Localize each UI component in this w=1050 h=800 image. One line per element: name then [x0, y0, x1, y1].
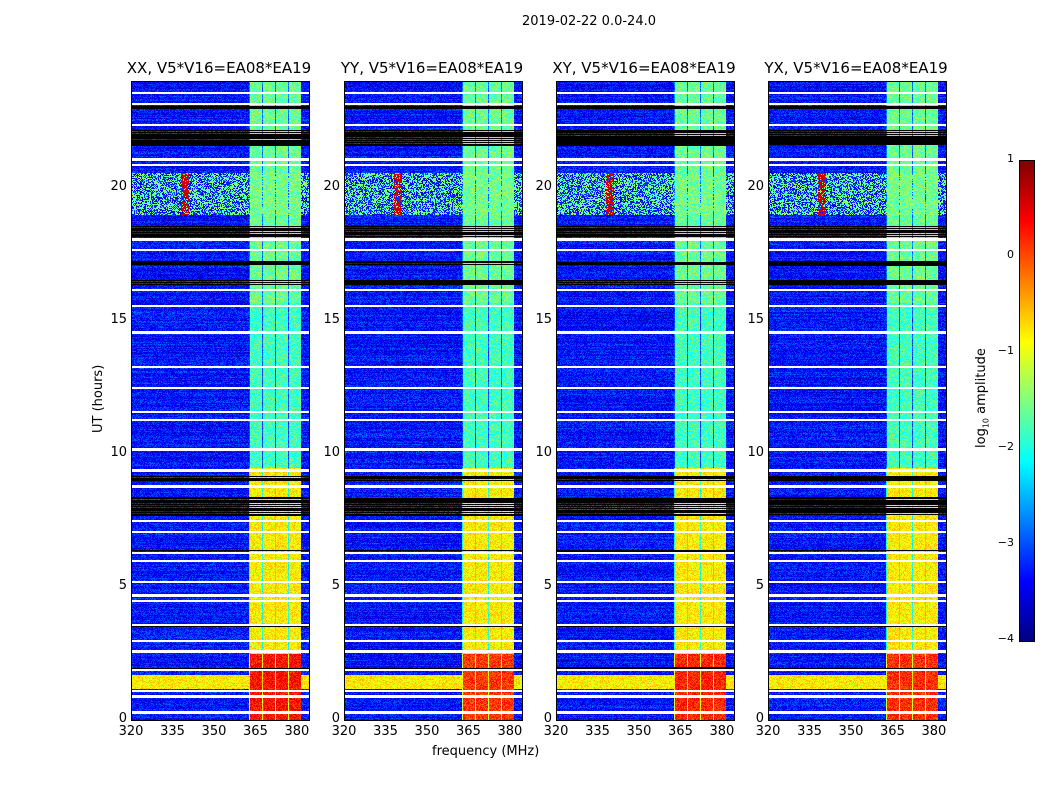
- y-tick-label: 10: [323, 445, 340, 461]
- x-tick-label: 320: [543, 724, 569, 739]
- colorbar-tick-label: −4: [997, 632, 1014, 645]
- panel-title: XX, V5*V16=EA08*EA19: [126, 59, 312, 77]
- y-tick-label: 0: [118, 711, 127, 726]
- heatmap-panel: [131, 81, 310, 721]
- x-axis-label: frequency (MHz): [432, 744, 540, 759]
- colorbar-tick-label: −3: [997, 536, 1014, 549]
- y-tick-label: 15: [535, 312, 552, 328]
- colorbar-label: log10 amplitude: [974, 348, 991, 448]
- x-tick-label: 350: [838, 724, 864, 739]
- y-tick-label: 10: [535, 445, 552, 461]
- x-tick-label: 350: [201, 724, 227, 739]
- x-tick-label: 335: [160, 724, 185, 739]
- y-tick-label: 0: [543, 711, 552, 726]
- heatmap-panel: [556, 81, 735, 721]
- x-tick-label: 335: [797, 724, 822, 739]
- y-tick-label: 5: [755, 578, 764, 594]
- y-tick-label: 5: [331, 578, 340, 594]
- x-tick-label: 320: [755, 724, 781, 739]
- y-axis-label: UT (hours): [91, 364, 106, 433]
- x-tick-label: 335: [585, 724, 610, 739]
- y-tick-label: 20: [110, 179, 127, 195]
- y-tick-label: 20: [535, 179, 552, 195]
- y-tick-label: 20: [323, 179, 340, 195]
- x-tick-label: 350: [414, 724, 440, 739]
- x-tick-label: 365: [668, 724, 693, 739]
- panel-title: XY, V5*V16=EA08*EA19: [552, 59, 736, 77]
- y-tick-label: 0: [331, 711, 340, 726]
- x-tick-label: 365: [456, 724, 481, 739]
- x-tick-label: 320: [118, 724, 144, 739]
- y-tick-label: 0: [755, 711, 764, 726]
- colorbar: [1019, 160, 1035, 642]
- colorbar-tick-label: −1: [997, 344, 1014, 357]
- x-tick-label: 380: [284, 724, 310, 739]
- y-tick-label: 15: [747, 312, 764, 328]
- y-tick-label: 10: [110, 445, 127, 461]
- colorbar-tick-label: 0: [1007, 248, 1014, 261]
- x-tick-label: 365: [243, 724, 268, 739]
- panel-title: YY, V5*V16=EA08*EA19: [340, 59, 524, 77]
- x-tick-label: 380: [497, 724, 523, 739]
- x-tick-label: 320: [331, 724, 357, 739]
- heatmap-panel: [344, 81, 523, 721]
- y-tick-label: 5: [543, 578, 552, 594]
- heatmap-panel: [768, 81, 947, 721]
- x-tick-label: 380: [921, 724, 947, 739]
- x-tick-label: 365: [880, 724, 905, 739]
- y-tick-label: 15: [110, 312, 127, 328]
- colorbar-tick-label: −2: [997, 440, 1014, 453]
- y-tick-label: 15: [323, 312, 340, 328]
- figure-title: 2019-02-22 0.0-24.0: [522, 14, 656, 29]
- colorbar-tick-label: 1: [1007, 152, 1014, 165]
- y-tick-label: 20: [747, 179, 764, 195]
- x-tick-label: 350: [626, 724, 652, 739]
- x-tick-label: 380: [709, 724, 735, 739]
- y-tick-label: 10: [747, 445, 764, 461]
- y-tick-label: 5: [118, 578, 127, 594]
- x-tick-label: 335: [373, 724, 398, 739]
- panel-title: YX, V5*V16=EA08*EA19: [764, 59, 948, 77]
